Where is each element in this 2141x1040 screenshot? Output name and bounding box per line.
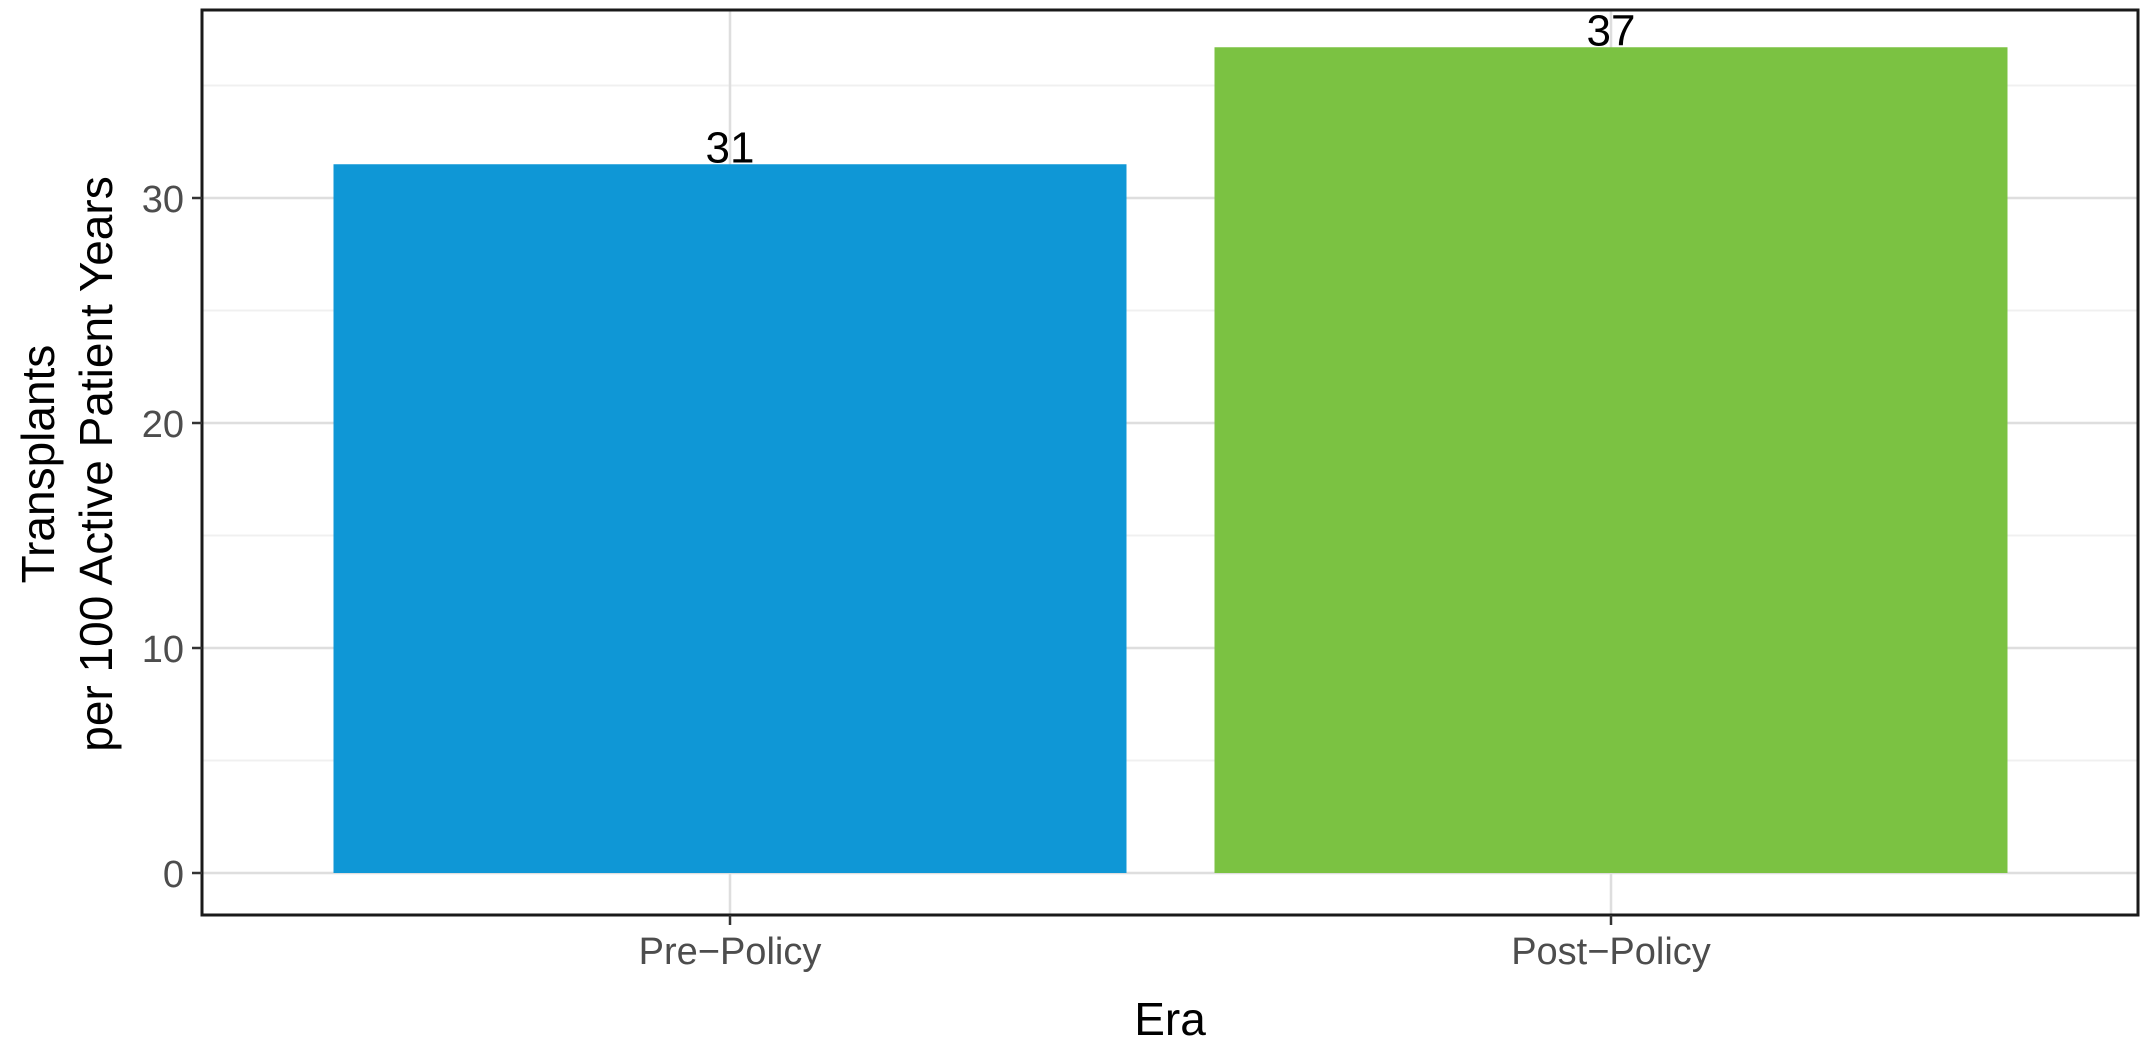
y-tick-label: 0	[163, 854, 184, 896]
bars	[333, 47, 2008, 873]
bar-0	[333, 164, 1127, 873]
y-axis-title-line1: Transplants	[12, 345, 64, 584]
y-axis-title: Transplants per 100 Active Patient Years	[12, 176, 122, 751]
bar-value-label-0: 31	[706, 123, 755, 172]
bar-value-label-1: 37	[1587, 6, 1636, 55]
bar-value-labels: 31 37	[706, 6, 1636, 172]
bar-1	[1214, 47, 2008, 873]
y-axis-ticks: 0 10 20 30	[142, 179, 202, 896]
y-tick-label: 30	[142, 179, 184, 221]
x-tick-label: Pre−Policy	[639, 931, 822, 973]
x-tick-label: Post−Policy	[1511, 931, 1711, 973]
y-tick-label: 20	[142, 404, 184, 446]
y-axis-title-line2: per 100 Active Patient Years	[70, 176, 122, 751]
x-axis-title: Era	[1134, 993, 1206, 1040]
plot-border	[200, 8, 2140, 917]
x-axis-ticks: Pre−Policy Post−Policy	[639, 915, 1711, 973]
y-tick-label: 10	[142, 629, 184, 671]
